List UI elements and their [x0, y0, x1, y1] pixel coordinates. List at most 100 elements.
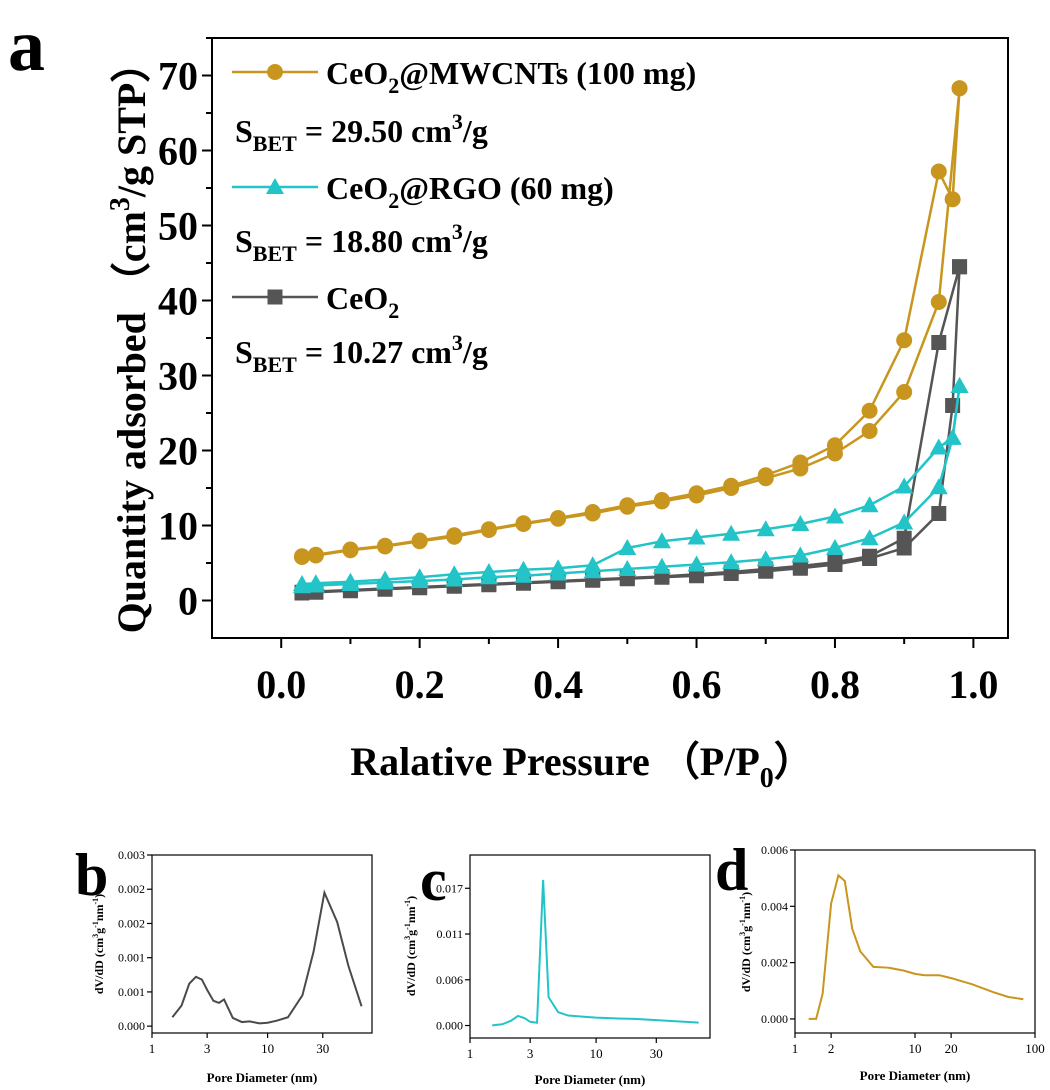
- x-tick-label: 1: [792, 1041, 799, 1056]
- legend-entry: CeO2: [326, 280, 399, 323]
- plot-b-ticks: 1 3 10 30 0.000 0.001 0.001 0.002 0.002 0.003: [118, 848, 329, 1056]
- data-point: [619, 497, 636, 514]
- data-point: [825, 539, 844, 555]
- x-tick-label: 10: [261, 1041, 274, 1056]
- plot-d-y-axis-label: dV/dD (cm3g-1nm-1): [738, 892, 753, 992]
- plot-a-x-tick-label: 0.2: [395, 662, 445, 707]
- data-point: [292, 575, 311, 591]
- sbet-annotation: SBET = 10.27 cm3/g: [235, 330, 488, 377]
- plot-a-y-tick-label: 50: [158, 204, 198, 249]
- data-point: [722, 524, 741, 541]
- distribution-line: [808, 873, 1024, 1020]
- data-point: [306, 574, 325, 591]
- y-tick-label: 0.002: [118, 882, 145, 896]
- data-point: [792, 454, 809, 471]
- x-tick-label: 100: [1025, 1041, 1045, 1056]
- data-point: [446, 527, 463, 544]
- data-point: [584, 504, 601, 520]
- plot-c-frame: [469, 854, 711, 1039]
- y-tick-label: 0.006: [761, 843, 788, 857]
- data-point: [791, 515, 810, 531]
- data-point: [896, 332, 913, 349]
- panel-b: b 1 3 10 30 0.000 0.001 0.001 0.002 0.002 0.003 P…: [75, 842, 373, 1085]
- plot-a-series: [292, 80, 969, 601]
- data-point: [618, 539, 637, 555]
- panel-label-a: a: [8, 5, 45, 87]
- data-point: [827, 554, 843, 570]
- data-point: [861, 423, 878, 439]
- x-tick-label: 20: [945, 1041, 958, 1056]
- y-tick-label: 0.001: [118, 951, 145, 965]
- data-point: [931, 506, 947, 521]
- x-tick-label: 1: [149, 1041, 156, 1056]
- plot-b-frame: [151, 854, 373, 1034]
- legend-entry: CeO2@MWCNTs (100 mg): [326, 55, 696, 98]
- x-tick-label: 10: [590, 1046, 603, 1061]
- data-point: [618, 560, 637, 576]
- x-tick-label: 1: [467, 1046, 474, 1061]
- data-point: [293, 548, 310, 565]
- panel-d: d 1 2 10 20 100 0.000 0.002 0.004 0.006 Pore Dia…: [715, 837, 1045, 1083]
- series-2: [292, 377, 969, 594]
- y-tick-label: 0.004: [761, 899, 788, 913]
- x-tick-label: 3: [527, 1046, 534, 1061]
- plot-a-y-tick-label: 10: [158, 504, 198, 549]
- data-point: [722, 553, 741, 570]
- data-point: [756, 520, 775, 537]
- data-point: [825, 507, 844, 524]
- data-point: [791, 546, 810, 563]
- plot-a-y-tick-label: 0: [178, 579, 198, 624]
- data-point: [653, 492, 670, 508]
- data-point: [376, 570, 395, 587]
- data-point: [860, 529, 879, 546]
- panel-c: c 1 3 10 30 0.000 0.006 0.011 0.017 Pore Diamet…: [403, 847, 711, 1087]
- plot-c-series: [492, 879, 699, 1027]
- data-point: [929, 478, 948, 495]
- data-point: [515, 515, 532, 532]
- data-point: [860, 496, 879, 513]
- y-tick-label: 0.017: [436, 881, 463, 895]
- plot-a-y-tick-label: 70: [158, 54, 198, 99]
- data-point: [896, 530, 912, 546]
- data-point: [862, 548, 878, 564]
- data-point: [652, 557, 671, 574]
- plot-b-series: [171, 889, 363, 1025]
- series-1: [293, 80, 968, 565]
- series-line-desorption: [301, 88, 961, 558]
- plot-a-x-tick-label: 0.4: [533, 662, 583, 707]
- series-line-desorption: [301, 385, 961, 586]
- plot-d-frame: [794, 849, 1036, 1034]
- plot-a-x-tick-label: 0.0: [256, 662, 306, 707]
- data-point: [930, 163, 947, 180]
- data-point: [756, 550, 775, 567]
- panel-label-b: b: [75, 842, 108, 908]
- data-point: [723, 477, 740, 494]
- y-tick-label: 0.003: [118, 848, 145, 862]
- distribution-line: [492, 879, 699, 1027]
- plot-d-series: [808, 873, 1024, 1020]
- data-point: [549, 559, 568, 576]
- y-tick-label: 0.002: [118, 916, 145, 930]
- data-point: [652, 532, 671, 549]
- data-point: [583, 556, 602, 573]
- y-tick-label: 0.000: [761, 1012, 788, 1026]
- plot-b-x-axis-label: Pore Diameter (nm): [207, 1070, 318, 1085]
- plot-a-y-axis-label: Quantity adsorbed （cm3/g STP）: [105, 43, 154, 634]
- plot-a-y-tick-label: 20: [158, 429, 198, 474]
- plot-a-legend: CeO2@MWCNTs (100 mg) CeO2@RGO (60 mg) CeO2…: [232, 55, 696, 377]
- x-tick-label: 2: [828, 1041, 835, 1056]
- data-point: [950, 377, 969, 393]
- panel-label-c: c: [420, 847, 447, 913]
- data-point: [931, 335, 947, 350]
- distribution-line: [171, 889, 363, 1025]
- plot-a-x-tick-label: 1.0: [948, 662, 998, 707]
- data-point: [687, 555, 706, 572]
- data-point: [757, 467, 774, 484]
- plot-a-y-tick-label: 40: [158, 279, 198, 324]
- y-tick-label: 0.001: [118, 985, 145, 999]
- y-tick-label: 0.000: [436, 1019, 463, 1033]
- data-point: [688, 485, 705, 502]
- x-tick-label: 3: [204, 1041, 211, 1056]
- y-tick-label: 0.000: [118, 1019, 145, 1033]
